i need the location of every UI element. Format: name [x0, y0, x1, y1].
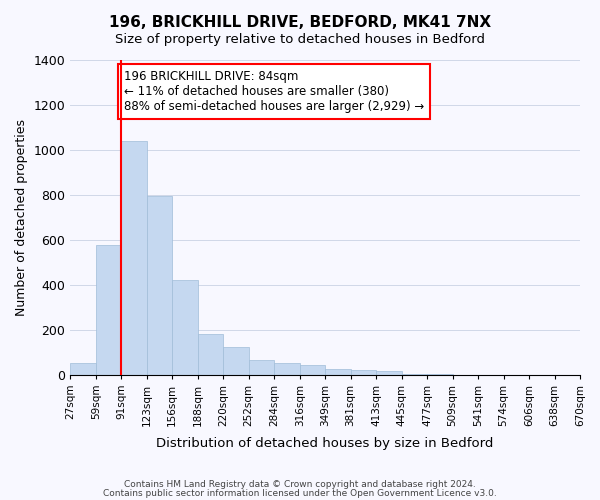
Bar	[299, 364, 325, 374]
Text: 196, BRICKHILL DRIVE, BEDFORD, MK41 7NX: 196, BRICKHILL DRIVE, BEDFORD, MK41 7NX	[109, 15, 491, 30]
Bar	[147, 196, 172, 374]
Y-axis label: Number of detached properties: Number of detached properties	[15, 119, 28, 316]
Text: 196 BRICKHILL DRIVE: 84sqm
← 11% of detached houses are smaller (380)
88% of sem: 196 BRICKHILL DRIVE: 84sqm ← 11% of deta…	[124, 70, 424, 113]
Text: Contains HM Land Registry data © Crown copyright and database right 2024.: Contains HM Land Registry data © Crown c…	[124, 480, 476, 489]
Text: Contains public sector information licensed under the Open Government Licence v3: Contains public sector information licen…	[103, 488, 497, 498]
Bar	[274, 364, 299, 374]
X-axis label: Distribution of detached houses by size in Bedford: Distribution of detached houses by size …	[157, 437, 494, 450]
Bar	[350, 370, 376, 374]
Bar	[248, 360, 274, 374]
Bar	[325, 369, 350, 374]
Bar	[70, 364, 96, 374]
Bar	[121, 141, 147, 374]
Bar	[172, 280, 198, 374]
Text: Size of property relative to detached houses in Bedford: Size of property relative to detached ho…	[115, 32, 485, 46]
Bar	[198, 334, 223, 374]
Bar	[96, 246, 121, 374]
Bar	[376, 372, 401, 374]
Bar	[223, 346, 248, 374]
